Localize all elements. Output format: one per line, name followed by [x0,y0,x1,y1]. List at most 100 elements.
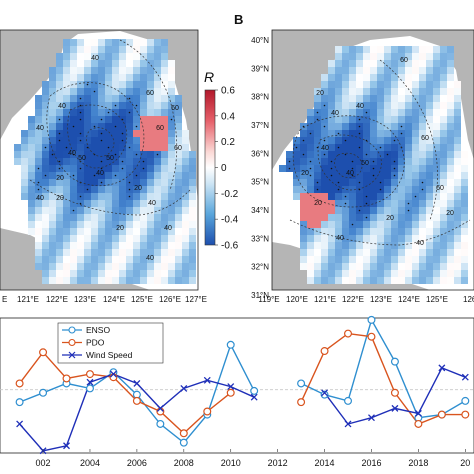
correlation-cell [84,53,91,60]
correlation-cell [77,151,84,158]
correlation-cell [314,263,321,270]
significance-dot [121,167,124,170]
correlation-cell [419,263,426,270]
correlation-cell [133,207,140,214]
correlation-cell [391,116,398,123]
correlation-cell [300,165,307,172]
correlation-cell [35,130,42,137]
correlation-cell [454,109,461,116]
correlation-cell [314,151,321,158]
correlation-cell [140,116,147,123]
correlation-cell [84,158,91,165]
significance-dot [302,125,305,128]
correlation-cell [461,242,468,249]
correlation-cell [168,74,175,81]
correlation-cell [175,207,182,214]
correlation-cell [119,186,126,193]
correlation-cell [154,102,161,109]
significance-dot [337,132,340,135]
correlation-cell [377,235,384,242]
correlation-cell [168,277,175,284]
data-point [203,407,212,416]
correlation-cell [42,88,49,95]
contour-label: 60 [146,90,154,97]
correlation-cell [321,221,328,228]
correlation-cell [328,214,335,221]
correlation-cell [35,263,42,270]
correlation-cell [384,88,391,95]
correlation-cell [140,235,147,242]
correlation-cell [412,53,419,60]
correlation-cell [154,53,161,60]
correlation-cell [405,235,412,242]
correlation-cell [98,200,105,207]
lon-tick-label: 126°E [463,295,474,304]
correlation-cell [405,102,412,109]
contour-label: 20 [56,175,64,182]
correlation-cell [342,242,349,249]
correlation-cell [70,214,77,221]
correlation-cell [112,144,119,151]
correlation-cell [349,256,356,263]
correlation-cell [91,214,98,221]
correlation-cell [391,193,398,200]
correlation-cell [161,277,168,284]
correlation-cell [77,81,84,88]
correlation-cell [314,200,321,207]
correlation-cell [370,137,377,144]
correlation-cell [356,193,363,200]
correlation-cell [175,270,182,277]
correlation-cell [112,228,119,235]
correlation-cell [63,256,70,263]
correlation-cell [321,130,328,137]
correlation-cell [21,179,28,186]
correlation-cell [363,81,370,88]
correlation-cell [307,242,314,249]
correlation-cell [84,151,91,158]
correlation-cell [168,144,175,151]
significance-dot [309,132,312,135]
correlation-cell [321,235,328,242]
correlation-cell [133,270,140,277]
correlation-cell [300,228,307,235]
correlation-cell [175,221,182,228]
correlation-cell [349,214,356,221]
correlation-cell [391,102,398,109]
correlation-cell [426,158,433,165]
correlation-cell [84,256,91,263]
correlation-cell [391,221,398,228]
correlation-cell [440,263,447,270]
colorbar-tick-label: -0.6 [221,241,239,252]
correlation-cell [126,256,133,263]
correlation-cell [161,242,168,249]
correlation-cell [126,242,133,249]
correlation-cell [161,67,168,74]
correlation-cell [461,270,468,277]
correlation-cell [307,270,314,277]
correlation-cell [84,74,91,81]
lon-tick-label: 119°E [258,295,279,304]
correlation-cell [126,165,133,172]
correlation-cell [300,242,307,249]
correlation-cell [182,235,189,242]
significance-dot [407,202,410,205]
correlation-cell [426,277,433,284]
correlation-cell [91,221,98,228]
correlation-cell [91,102,98,109]
contour-label: 50 [106,155,114,162]
correlation-cell [42,151,49,158]
correlation-cell [154,39,161,46]
correlation-cell [398,207,405,214]
correlation-cell [182,158,189,165]
correlation-cell [147,158,154,165]
correlation-cell [140,200,147,207]
correlation-cell [342,256,349,263]
correlation-cell [307,144,314,151]
correlation-cell [447,74,454,81]
correlation-cell [112,60,119,67]
significance-dot [295,146,298,149]
correlation-cell [70,60,77,67]
correlation-cell [454,158,461,165]
correlation-cell [119,228,126,235]
correlation-cell [419,123,426,130]
